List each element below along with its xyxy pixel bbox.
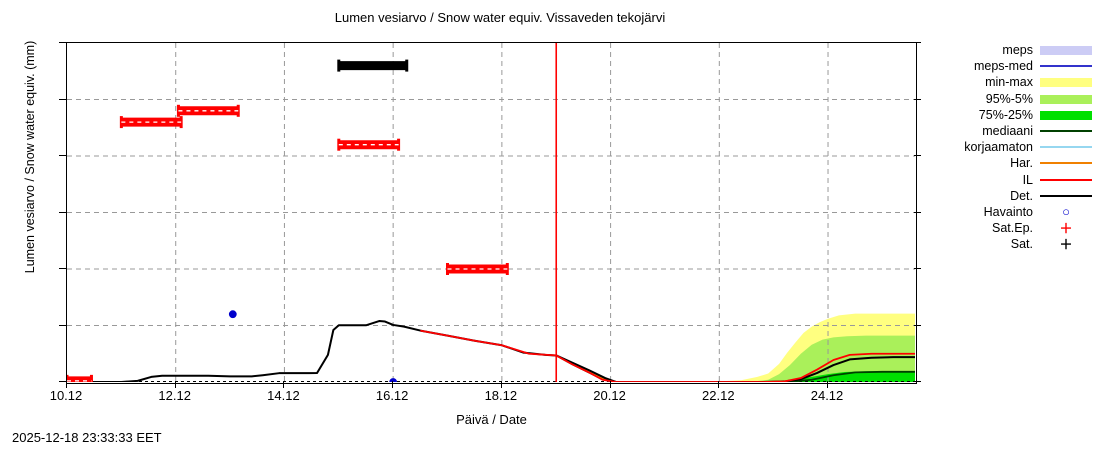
x-tick-label: 16.12 [375, 388, 409, 403]
band-95-5- [751, 335, 915, 382]
legend-swatch [1040, 59, 1092, 73]
legend-swatch [1040, 189, 1092, 203]
y-tick-mark-right [914, 324, 921, 326]
y-tick-mark-right [914, 211, 921, 213]
plot-area [66, 42, 917, 384]
legend-item-meps[interactable]: meps [932, 42, 1092, 58]
x-tick-label: 18.12 [484, 388, 518, 403]
x-tick-mark [827, 381, 829, 388]
legend-label: Sat. [1010, 237, 1033, 252]
legend-item-har-[interactable]: Har. [932, 155, 1092, 171]
legend-item-mediaani[interactable]: mediaani [932, 123, 1092, 139]
x-tick-mark [500, 381, 502, 388]
legend-label: Har. [1010, 156, 1033, 171]
legend-swatch [1040, 124, 1092, 138]
legend-item-havainto[interactable]: Havainto ○ [932, 204, 1092, 220]
x-tick-mark [283, 381, 285, 388]
legend-line-swatch [1040, 194, 1092, 197]
legend-item-sat-ep-[interactable]: Sat.Ep. ＋ [932, 220, 1092, 236]
timestamp: 2025-12-18 23:33:33 EET [12, 430, 162, 445]
legend-label: Sat.Ep. [992, 221, 1033, 236]
legend-label: korjaamaton [964, 140, 1033, 155]
legend-marker-swatch: ＋ [1059, 220, 1073, 236]
legend-marker-swatch: ○ [1062, 204, 1070, 220]
x-tick-mark [718, 381, 720, 388]
legend-band-swatch [1040, 78, 1092, 88]
legend-label: meps [1002, 43, 1033, 58]
legend-label: Det. [1010, 188, 1033, 203]
y-tick-mark [59, 42, 66, 43]
legend-item-95-5-[interactable]: 95%-5% [932, 91, 1092, 107]
legend-line-swatch [1040, 178, 1092, 181]
y-tick-mark-right [914, 155, 921, 156]
y-tick-mark-right [914, 268, 921, 269]
y-tick-mark [59, 381, 66, 382]
legend-swatch: ＋ [1040, 221, 1092, 235]
legend-line-swatch [1040, 130, 1092, 133]
legend-item-il[interactable]: IL [932, 172, 1092, 188]
legend-item-korjaamaton[interactable]: korjaamaton [932, 139, 1092, 155]
x-tick-mark [174, 381, 176, 388]
legend-line-swatch [1040, 65, 1092, 68]
observation-marker [228, 310, 237, 319]
legend-swatch [1040, 140, 1092, 154]
x-tick-label: 10.12 [49, 388, 83, 403]
x-tick-label: 20.12 [593, 388, 626, 403]
legend-swatch: ＋ [1040, 237, 1092, 251]
legend-line-swatch [1040, 162, 1092, 165]
y-tick-mark-right [914, 42, 921, 43]
legend-swatch [1040, 92, 1092, 106]
legend-label: 95%-5% [985, 91, 1033, 106]
legend-item-min-max[interactable]: min-max [932, 74, 1092, 90]
legend-swatch: ○ [1040, 205, 1092, 219]
legend-label: 75%-25% [978, 107, 1033, 122]
x-tick-mark [66, 381, 67, 388]
legend-item-sat-[interactable]: Sat. ＋ [932, 236, 1092, 252]
legend-label: min-max [985, 75, 1033, 90]
y-tick-mark [59, 211, 66, 213]
y-tick-mark [59, 324, 66, 326]
series-il [420, 329, 915, 382]
legend-item-meps-med[interactable]: meps-med [932, 58, 1092, 74]
x-tick-label: 14.12 [267, 388, 300, 403]
legend-band-swatch [1040, 46, 1092, 56]
chart-title: Lumen vesiarvo / Snow water equiv. Vissa… [334, 10, 666, 25]
legend-swatch [1040, 43, 1092, 57]
legend-swatch [1040, 173, 1092, 187]
legend-line-swatch [1040, 146, 1092, 149]
legend-band-swatch [1040, 94, 1092, 104]
x-tick-mark [392, 381, 394, 388]
legend-marker-swatch: ＋ [1059, 236, 1073, 252]
plot-svg [67, 43, 915, 382]
observation-marker [389, 378, 398, 382]
y-tick-mark-right [914, 381, 921, 382]
legend-label: mediaani [982, 124, 1033, 139]
legend-swatch [1040, 75, 1092, 89]
y-axis-label: Lumen vesiarvo / Snow water equiv. (mm) [23, 40, 37, 274]
legend-label: IL [1022, 172, 1033, 187]
legend-label: meps-med [973, 59, 1033, 74]
y-tick-mark [59, 98, 66, 100]
chart-legend: meps meps-med min-max 95%-5% 75%-25% mediaani… [932, 42, 1092, 252]
x-tick-label: 24.12 [810, 388, 844, 403]
x-tick-label: 12.12 [158, 388, 191, 403]
legend-band-swatch [1040, 110, 1092, 120]
x-axis-label: Päivä / Date [456, 412, 527, 427]
y-tick-mark [59, 155, 66, 156]
x-tick-mark [609, 381, 611, 388]
x-tick-label: 22.12 [702, 388, 735, 403]
legend-label: Havainto [983, 204, 1033, 219]
legend-swatch [1040, 108, 1092, 122]
legend-item-det-[interactable]: Det. [932, 188, 1092, 204]
y-tick-mark [59, 268, 66, 269]
legend-item-75-25-[interactable]: 75%-25% [932, 107, 1092, 123]
legend-swatch [1040, 156, 1092, 170]
y-tick-mark-right [914, 98, 921, 100]
